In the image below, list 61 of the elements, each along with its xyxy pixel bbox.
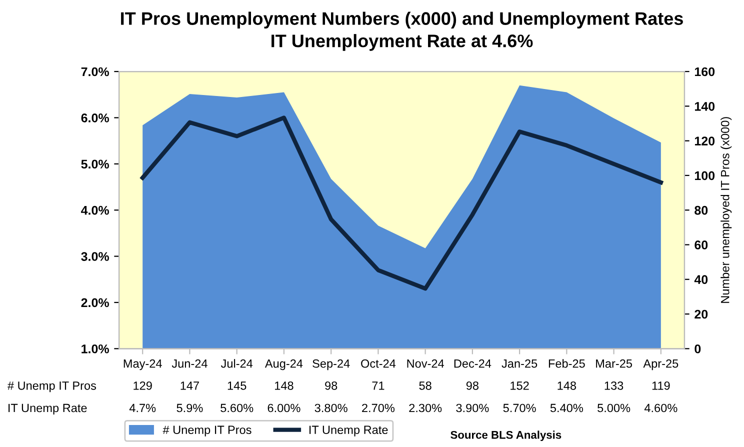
y-tick-label: 4.0% — [81, 206, 109, 215]
x-tick-label: Aug-24 — [264, 359, 303, 370]
y-tick-label: 2.0% — [81, 298, 109, 308]
x-tick-label: Jun-24 — [172, 359, 208, 368]
data-label: 152 — [510, 381, 529, 390]
legend-label: IT Unemp Rate — [309, 426, 388, 436]
x-tick-label: Mar-25 — [596, 359, 632, 368]
line-series — [140, 116, 664, 291]
y2-tick-label: 40 — [694, 275, 708, 284]
y2-tick-label: 100 — [694, 171, 715, 180]
y2-tick-label: 140 — [694, 102, 715, 111]
legend-label: # Unemp IT Pros — [162, 426, 252, 436]
data-label: 148 — [275, 381, 294, 390]
data-label: 133 — [604, 381, 624, 390]
data-label: 147 — [180, 382, 199, 390]
data-label: 5.9% — [176, 404, 203, 412]
data-label: 4.7% — [129, 404, 156, 412]
data-label: 98 — [466, 381, 478, 390]
chart-subtitle: IT Unemployment Rate at 4.6% — [272, 34, 533, 51]
x-tick-label: Jul-24 — [220, 359, 253, 368]
data-label: 129 — [134, 381, 152, 390]
x-tick-label: Apr-25 — [643, 359, 678, 370]
data-label: 3.80% — [314, 404, 348, 412]
y2-tick-label: 120 — [694, 136, 715, 146]
x-tick-label: Sep-24 — [312, 359, 350, 370]
data-label: 5.40% — [550, 404, 583, 412]
data-label: 3.90% — [456, 404, 489, 412]
data-label: 98 — [325, 381, 338, 390]
y-tick-label: 5.0% — [81, 160, 109, 169]
data-label: 2.70% — [362, 404, 395, 412]
y2-tick-label: 20 — [694, 310, 708, 319]
data-label: 58 — [419, 381, 432, 390]
y-tick-label: 6.0% — [81, 114, 109, 122]
text: # Unemp IT Pros — [7, 382, 96, 392]
data-label: 6.00% — [268, 404, 300, 412]
data-label: 5.70% — [503, 404, 536, 412]
source-note: Source BLS Analysis — [450, 430, 562, 442]
data-label: 148 — [558, 381, 576, 390]
x-tick-label: Dec-24 — [454, 359, 492, 368]
x-tick-label: May-24 — [124, 359, 162, 370]
x-tick-label: Nov-24 — [407, 359, 444, 368]
y2-axis-title: Number unemployed IT Pros (x000) — [720, 117, 732, 303]
data-label: 5.60% — [220, 404, 254, 412]
text: IT Unemp Rate — [8, 404, 87, 415]
y2-tick-label: 80 — [694, 206, 708, 215]
y-tick-label: 7.0% — [81, 67, 109, 76]
y-tick-label: 3.0% — [81, 252, 109, 261]
y2-tick-label: 160 — [694, 67, 715, 76]
y2-tick-label: 60 — [694, 240, 708, 250]
chart-title: IT Pros Unemployment Numbers (x000) and Unemployment Rates — [121, 12, 683, 29]
data-label: 2.30% — [409, 404, 442, 412]
data-label: 119 — [652, 381, 670, 390]
data-label: 71 — [372, 382, 384, 390]
x-tick-label: Oct-24 — [361, 359, 396, 368]
data-label: 4.60% — [644, 404, 678, 412]
y2-tick-label: 0 — [694, 344, 701, 354]
data-label: 145 — [228, 382, 246, 390]
x-tick-label: Jan-25 — [502, 359, 538, 368]
x-tick-label: Feb-25 — [548, 359, 585, 368]
y-tick-label: 1.0% — [82, 344, 109, 354]
data-label: 5.00% — [598, 404, 630, 412]
